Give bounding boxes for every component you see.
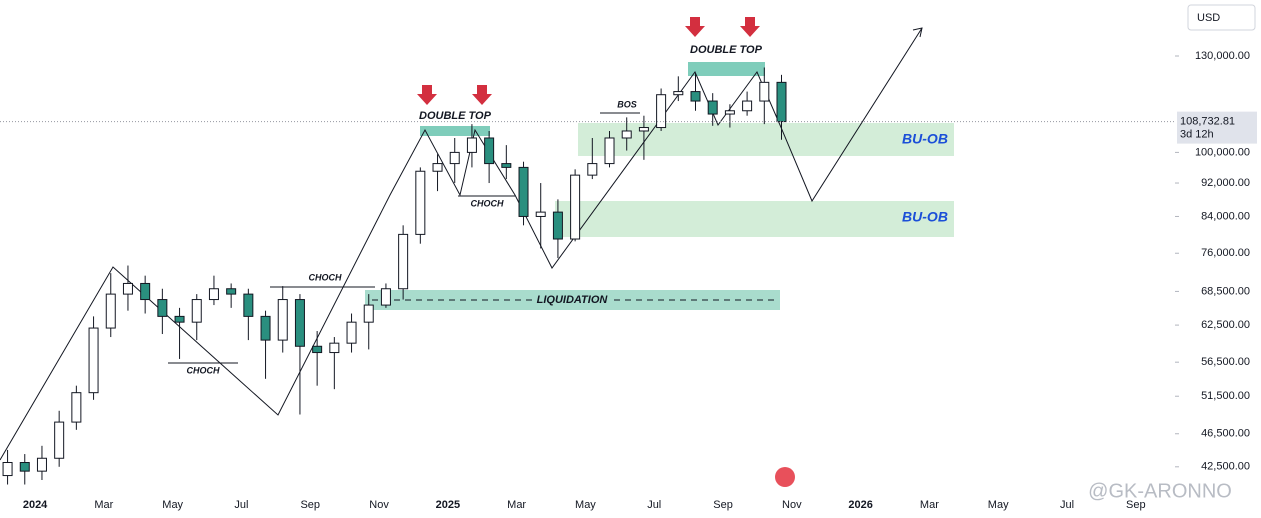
choch-label: CHOCH (471, 198, 504, 208)
x-tick-label: 2026 (848, 499, 872, 511)
x-tick-label: Sep (713, 499, 733, 511)
candle-body (621, 130, 632, 139)
choch-label: CHOCH (187, 365, 220, 375)
candle-body (363, 304, 374, 323)
y-tick-label: 51,500.00 (1201, 390, 1250, 402)
watermark: @GK-ARONNO (1088, 480, 1232, 502)
candle-body (36, 457, 47, 472)
x-tick-label: May (162, 499, 183, 511)
double-top-zone (688, 62, 765, 76)
y-tick-label: 130,000.00 (1195, 50, 1250, 62)
candle-body (105, 293, 116, 329)
candle-body (707, 100, 718, 115)
candle-body (2, 462, 13, 477)
y-tick-label: 76,000.00 (1201, 247, 1250, 259)
currency-box (1187, 4, 1256, 31)
x-tick-label: May (575, 499, 596, 511)
x-tick-label: Sep (300, 499, 320, 511)
x-tick-label: 2025 (436, 499, 460, 511)
y-tick-label: 68,500.00 (1201, 285, 1250, 297)
bu-ob-label: BU-OB (902, 131, 948, 147)
y-tick-label: 62,500.00 (1201, 319, 1250, 331)
x-tick-label: Jul (234, 499, 248, 511)
candle-body (432, 163, 443, 172)
double-top-label: DOUBLE TOP (690, 44, 763, 56)
candle-body (742, 100, 753, 112)
candle-body (552, 211, 563, 240)
candle-body (260, 315, 271, 341)
bu-ob-zone (555, 201, 954, 237)
y-tick-label: 56,500.00 (1201, 356, 1250, 368)
candle-body (19, 462, 30, 472)
candle-body (673, 91, 684, 96)
candle-body (122, 282, 133, 295)
candle-body (587, 163, 598, 176)
double-top-zone (420, 126, 490, 136)
arrow-head (912, 27, 923, 38)
candle-body (157, 299, 168, 317)
candle-body (776, 81, 787, 123)
flag-icon (775, 467, 795, 487)
x-tick-label: 2024 (23, 499, 48, 511)
y-tick-label: 92,000.00 (1201, 177, 1250, 189)
candle-body (346, 321, 357, 344)
candle-body (226, 288, 237, 295)
candle-body (690, 91, 701, 102)
candle-body (54, 421, 65, 459)
bu-ob-label: BU-OB (902, 209, 948, 225)
y-tick-label: 46,500.00 (1201, 428, 1250, 440)
candle-body (604, 137, 615, 165)
candle-body (759, 81, 770, 102)
candle-body (88, 327, 99, 394)
liquidation-label: LIQUIDATION (537, 294, 609, 306)
y-tick-label: 42,500.00 (1201, 461, 1250, 473)
choch-label: CHOCH (309, 272, 342, 282)
candle-body (380, 288, 391, 306)
candle-body (724, 110, 735, 115)
candle-body (518, 166, 529, 217)
x-tick-label: May (988, 499, 1009, 511)
candle-body (191, 299, 202, 323)
x-tick-label: Mar (507, 499, 526, 511)
candle-body (449, 151, 460, 165)
x-tick-label: Nov (782, 499, 802, 511)
candle-body (656, 94, 667, 129)
y-tick-label: 100,000.00 (1195, 146, 1250, 158)
candle-body (638, 127, 649, 132)
candle-body (312, 345, 323, 354)
candle-body (243, 293, 254, 317)
currency-label: USD (1197, 12, 1220, 24)
candle-body (277, 299, 288, 341)
candle-body (294, 299, 305, 347)
last-price-label: 108,732.81 (1180, 116, 1235, 128)
candle-body (174, 315, 185, 323)
candle-body (329, 342, 340, 354)
x-tick-label: Mar (94, 499, 113, 511)
last-price-box (1177, 111, 1257, 144)
red-arrows (417, 17, 760, 105)
double-top-label: DOUBLE TOP (419, 110, 492, 122)
x-tick-label: Jul (1060, 499, 1074, 511)
candle-body (570, 174, 581, 240)
candle-body (484, 137, 495, 165)
bu-ob-zone (578, 123, 954, 156)
y-tick-label: 84,000.00 (1201, 210, 1250, 222)
bos-label: BOS (617, 99, 637, 109)
candle-body (466, 137, 477, 153)
x-tick-label: Sep (1126, 499, 1146, 511)
candle-body (501, 163, 512, 168)
zigzag (0, 27, 923, 461)
last-price-countdown: 3d 12h (1180, 129, 1214, 141)
candle-body (535, 211, 546, 217)
candle-body (71, 392, 82, 423)
x-tick-label: Jul (647, 499, 661, 511)
candle-body (398, 233, 409, 290)
candle-body (140, 282, 151, 301)
candle-body (415, 170, 426, 235)
x-tick-label: Mar (920, 499, 939, 511)
candle-body (208, 288, 219, 301)
x-tick-label: Nov (369, 499, 389, 511)
